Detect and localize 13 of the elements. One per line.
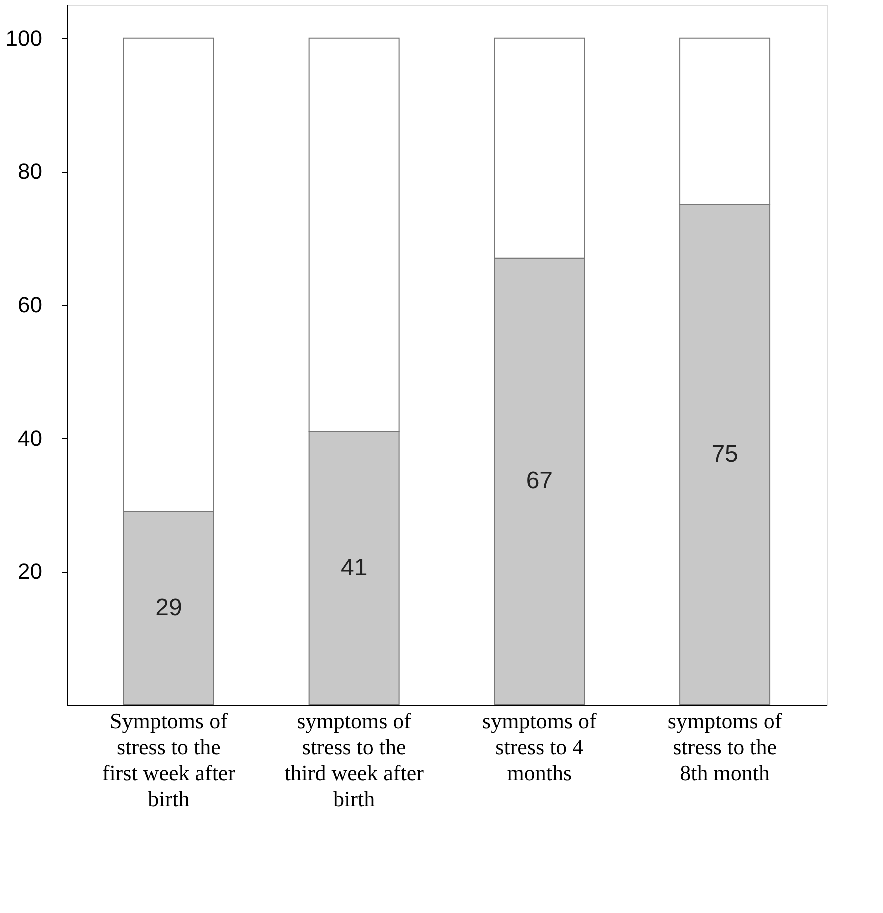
y-tick-label: 20	[18, 559, 42, 584]
x-tick-label: symptoms of stress to the third week after birth	[284, 708, 425, 812]
data-label: 41	[340, 554, 368, 582]
data-label: 29	[156, 594, 182, 622]
data-label: 67	[526, 468, 554, 495]
y-tick-label: 80	[18, 159, 42, 184]
y-tick-label: 40	[18, 426, 42, 451]
y-tick-label: 60	[18, 292, 42, 318]
y-tick-label: 100	[6, 26, 42, 51]
data-label: 75	[712, 441, 738, 468]
x-tick-label: symptoms of stress to the 8th month	[668, 708, 783, 786]
x-tick-label: symptoms of stress to 4 months	[482, 708, 598, 786]
x-tick-label: Symptoms of stress to the first week after birth	[102, 708, 236, 812]
